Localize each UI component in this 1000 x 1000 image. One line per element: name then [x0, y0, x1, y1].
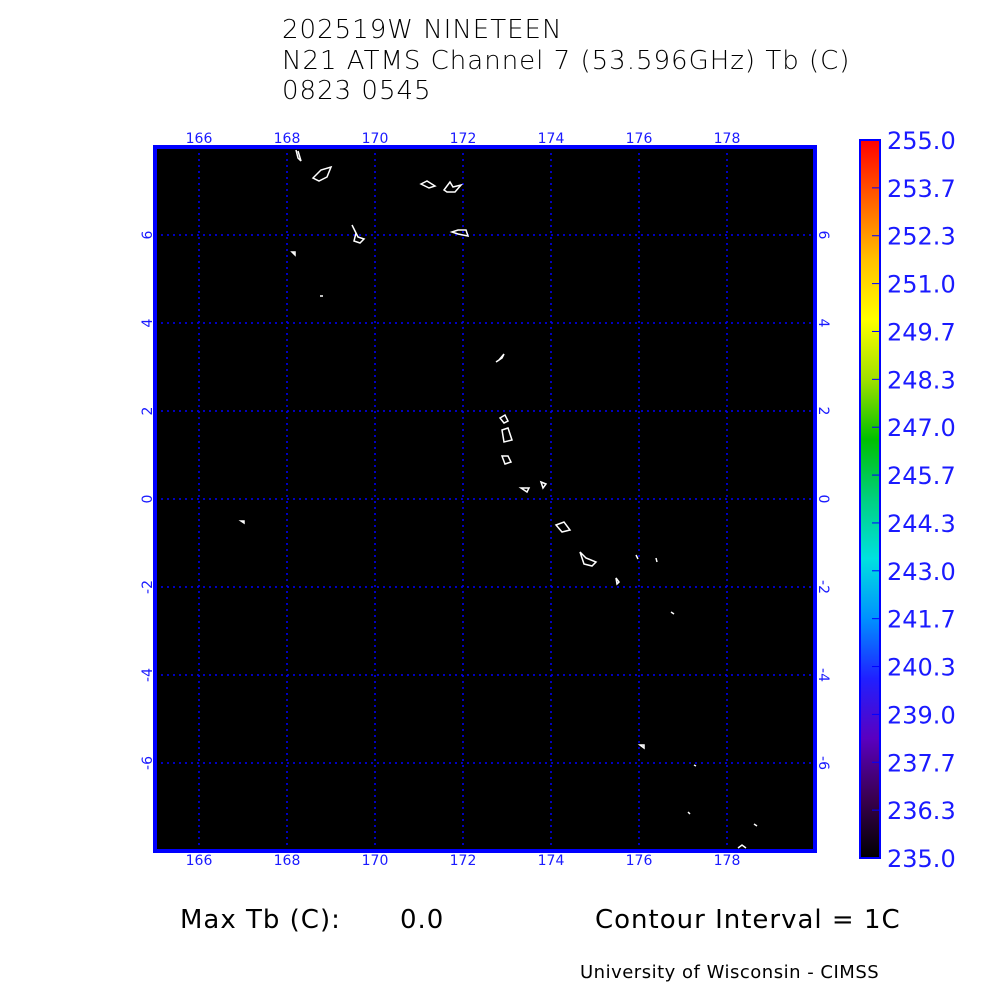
lat-label-right: 2 — [815, 407, 831, 416]
lat-label-right: -4 — [815, 668, 831, 682]
lat-label-left: 6 — [140, 230, 156, 239]
max-tb-value: 0.0 — [400, 905, 445, 935]
island-outline — [670, 611, 675, 615]
lat-label-right: -2 — [815, 580, 831, 594]
lon-label-bottom: 172 — [450, 853, 477, 869]
island-outline — [753, 823, 758, 827]
lat-label-right: 0 — [815, 495, 831, 504]
island-outline — [655, 557, 658, 563]
colorbar-label: 249.7 — [887, 318, 956, 346]
island-outline — [495, 353, 505, 363]
island-outline — [518, 487, 531, 494]
colorbar-label: 251.0 — [887, 271, 956, 299]
island-outline — [498, 413, 510, 424]
colorbar-label: 245.7 — [887, 462, 956, 490]
island-outline — [449, 229, 470, 237]
island-outline — [351, 224, 366, 244]
island-outline — [615, 577, 620, 586]
lon-label-top: 170 — [362, 131, 389, 147]
lat-label-left: -4 — [140, 668, 156, 682]
colorbar-label: 240.3 — [887, 654, 956, 682]
title-storm: 202519W NINETEEN — [282, 15, 563, 45]
lon-label-bottom: 170 — [362, 853, 389, 869]
colorbar-label: 255.0 — [887, 127, 956, 155]
lon-label-top: 178 — [714, 131, 741, 147]
island-outline — [554, 521, 572, 533]
colorbar-label: 252.3 — [887, 223, 956, 251]
lon-label-top: 168 — [274, 131, 301, 147]
lon-label-top: 176 — [626, 131, 653, 147]
colorbar — [859, 139, 881, 859]
lat-label-right: -6 — [815, 756, 831, 770]
lon-label-bottom: 174 — [538, 853, 565, 869]
colorbar-label: 241.7 — [887, 606, 956, 634]
lon-label-bottom: 176 — [626, 853, 653, 869]
island-outline — [635, 554, 639, 560]
lon-label-top: 166 — [186, 131, 213, 147]
contour-interval: Contour Interval = 1C — [595, 905, 901, 935]
lon-label-bottom: 166 — [186, 853, 213, 869]
colorbar-label: 243.0 — [887, 558, 956, 586]
lon-label-bottom: 178 — [714, 853, 741, 869]
colorbar-label: 237.7 — [887, 749, 956, 777]
colorbar-label: 244.3 — [887, 510, 956, 538]
title-product: N21 ATMS Channel 7 (53.596GHz) Tb (C) — [282, 46, 851, 76]
axis-labels: 166 166 168 168 170 170 172 172 174 174 176 176 178 1… — [140, 131, 831, 869]
lat-label-left: -2 — [140, 580, 156, 594]
lat-label-left: -6 — [140, 756, 156, 770]
lat-label-right: 6 — [815, 231, 831, 240]
island-outline — [637, 744, 645, 750]
island-outline — [419, 180, 437, 189]
lon-label-top: 174 — [538, 131, 565, 147]
lat-label-left: 0 — [140, 495, 156, 504]
island-outline — [290, 251, 296, 257]
lat-label-right: 4 — [815, 319, 831, 328]
max-tb-label: Max Tb (C): — [180, 905, 341, 935]
grid-lines — [155, 147, 815, 851]
island-outline — [539, 480, 548, 490]
island-outline — [311, 165, 333, 182]
credit: University of Wisconsin - CIMSS — [580, 962, 880, 983]
island-outline — [737, 844, 747, 849]
island-outline — [687, 811, 691, 815]
lat-label-left: 2 — [140, 407, 156, 416]
island-outline — [295, 149, 302, 162]
colorbar-labels: 255.0 253.7 252.3 251.0 249.7 248.3 247.0 245.7… — [872, 127, 956, 873]
island-outline — [501, 427, 513, 443]
lon-label-top: 172 — [450, 131, 477, 147]
lon-label-bottom: 168 — [274, 853, 301, 869]
colorbar-label: 247.0 — [887, 414, 956, 442]
colorbar-label: 235.0 — [887, 845, 956, 873]
island-outline — [500, 455, 513, 465]
coastlines — [238, 149, 758, 849]
lat-label-left: 4 — [140, 318, 156, 327]
title-time: 0823 0545 — [282, 76, 432, 106]
island-outline — [693, 764, 697, 767]
island-outline — [442, 180, 464, 193]
colorbar-label: 253.7 — [887, 175, 956, 203]
island-outline — [579, 551, 598, 567]
colorbar-label: 239.0 — [887, 701, 956, 729]
island-outline — [238, 520, 245, 525]
colorbar-label: 248.3 — [887, 366, 956, 394]
colorbar-label: 236.3 — [887, 797, 956, 825]
